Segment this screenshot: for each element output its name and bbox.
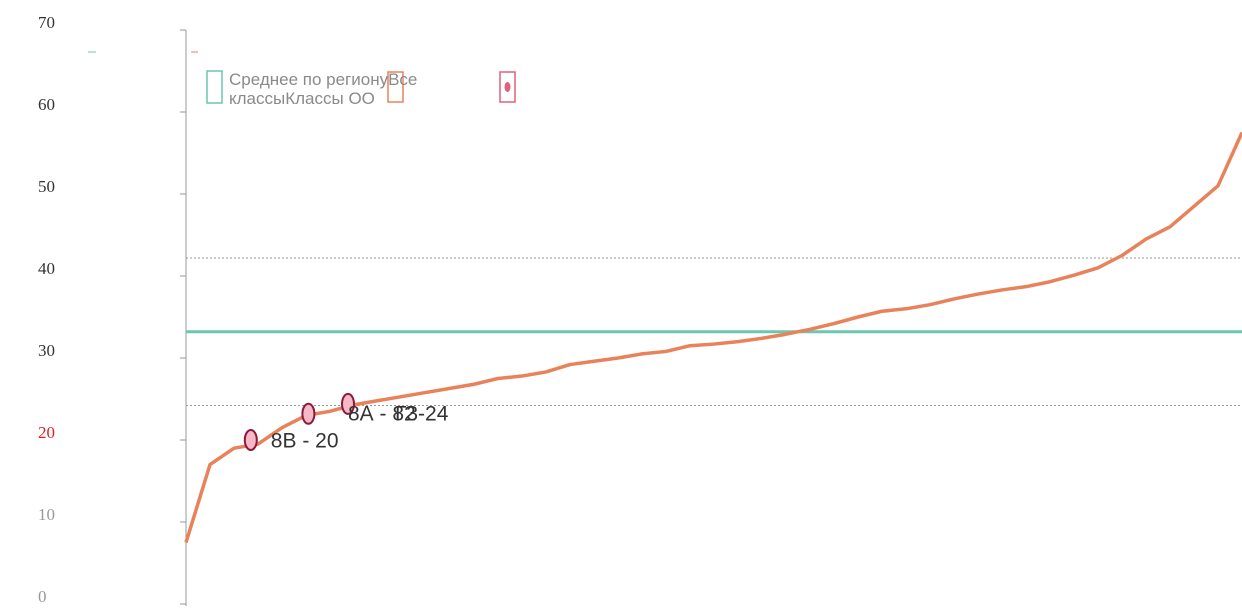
series-line: [184, 131, 1242, 544]
point-label: 8А - 82: [348, 403, 416, 426]
y-tick-label: 10: [38, 505, 55, 524]
y-tick-label: 50: [38, 177, 55, 196]
legend-swatch: [387, 71, 404, 103]
class-point: [243, 429, 258, 451]
y-tick-label: 60: [38, 95, 55, 114]
legend-swatch: [504, 82, 511, 92]
point-label: Г3-24: [395, 403, 449, 426]
y-tick-label: 20: [38, 423, 55, 442]
legend-label: Все классы: [229, 70, 418, 108]
class-point: [341, 392, 355, 415]
legend-label: Классы ОО: [285, 89, 375, 108]
y-tick-label: 70: [38, 13, 55, 32]
legend: Среднее по регионуВсе классыКлассы ОО: [229, 70, 479, 108]
legend-swatch: [206, 70, 223, 104]
y-tick-label: 40: [38, 259, 55, 278]
legend-label: Среднее по региону: [229, 70, 389, 89]
point-label: 8В - 20: [271, 430, 339, 453]
class-point: [301, 402, 316, 425]
y-tick-label: 30: [38, 341, 55, 360]
legend-swatch: [499, 71, 516, 103]
y-tick-label: 0: [38, 587, 47, 606]
